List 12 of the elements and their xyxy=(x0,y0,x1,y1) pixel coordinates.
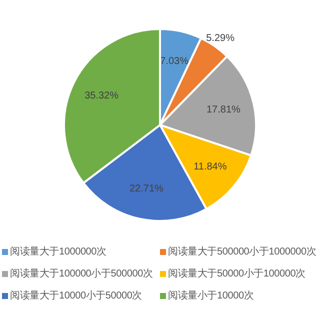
data-label: 22.71% xyxy=(130,184,164,194)
legend-label: 阅读量大于50000小于100000次 xyxy=(168,268,306,280)
data-label: 11.84% xyxy=(194,161,227,172)
legend-label: 阅读量小于10000次 xyxy=(168,290,254,302)
data-label: 7.03% xyxy=(160,56,189,67)
data-label: 35.32% xyxy=(84,90,119,102)
data-label: 5.29% xyxy=(206,32,235,44)
legend-label: 阅读量大于500000小于1000000次 xyxy=(168,246,316,258)
legend-label: 阅读量大于10000小于50000次 xyxy=(10,290,142,302)
legend-label: 阅读量大于100000小于500000次 xyxy=(10,268,153,280)
data-label: 17.81% xyxy=(206,104,241,116)
legend-label: 阅读量大于1000000次 xyxy=(10,246,107,258)
